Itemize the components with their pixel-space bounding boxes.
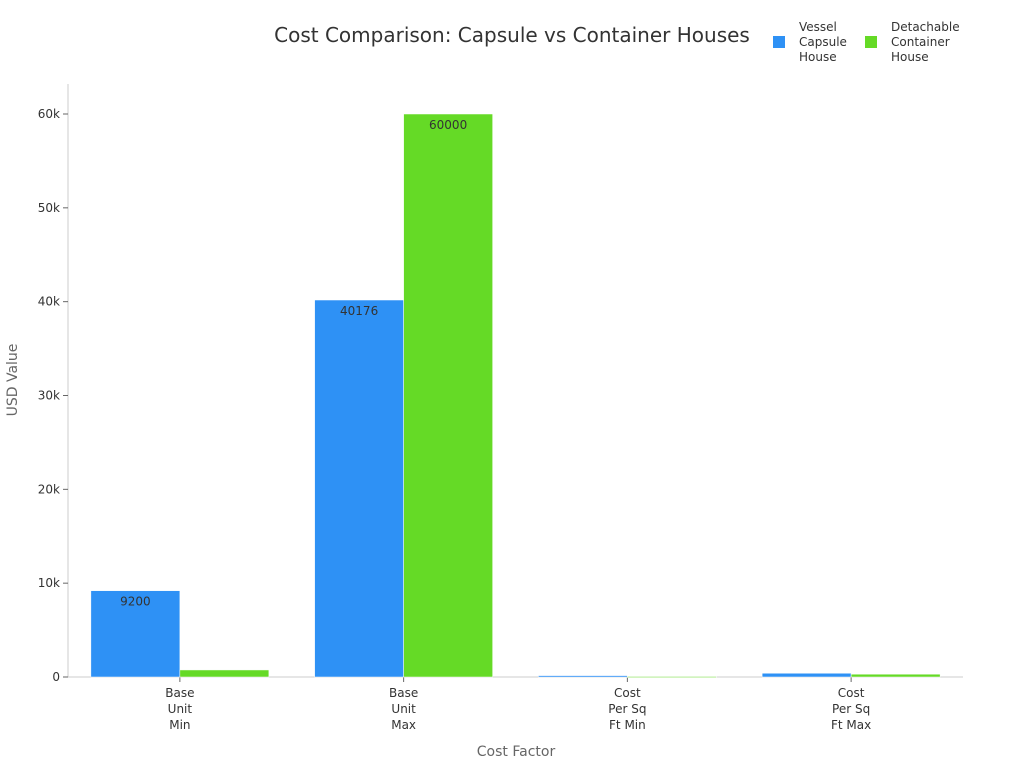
legend-label: Container bbox=[891, 35, 950, 49]
data-label: 60000 bbox=[429, 118, 467, 132]
bar-capsule bbox=[761, 672, 852, 678]
bar-container bbox=[179, 669, 270, 678]
legend-label: House bbox=[891, 50, 929, 64]
legend-label: Capsule bbox=[799, 35, 847, 49]
x-tick-label: Max bbox=[391, 718, 416, 732]
bar-container bbox=[403, 113, 493, 678]
x-tick-label: Per Sq bbox=[608, 702, 646, 716]
chart-title: Cost Comparison: Capsule vs Container Ho… bbox=[274, 23, 750, 47]
y-tick-label: 40k bbox=[38, 295, 60, 309]
x-tick-label: Per Sq bbox=[832, 702, 870, 716]
y-tick-label: 20k bbox=[38, 482, 60, 496]
y-tick-label: 60k bbox=[38, 107, 60, 121]
y-tick-label: 50k bbox=[38, 201, 60, 215]
bar-container bbox=[627, 676, 717, 678]
y-tick-label: 10k bbox=[38, 576, 60, 590]
y-axis-label: USD Value bbox=[5, 344, 21, 417]
legend-label: House bbox=[799, 50, 837, 64]
x-tick-label: Ft Max bbox=[831, 718, 871, 732]
x-tick-label: Unit bbox=[168, 702, 193, 716]
x-tick-label: Min bbox=[169, 718, 190, 732]
x-tick-label: Cost bbox=[838, 686, 865, 700]
bar-capsule bbox=[314, 299, 404, 678]
x-tick-label: Base bbox=[165, 686, 194, 700]
x-axis-label: Cost Factor bbox=[477, 744, 556, 760]
bar-container bbox=[850, 673, 941, 678]
y-tick-label: 0 bbox=[52, 670, 60, 684]
legend-label: Detachable bbox=[891, 20, 960, 34]
legend-swatch bbox=[773, 36, 785, 48]
legend-swatch bbox=[865, 36, 877, 48]
y-tick-label: 30k bbox=[38, 389, 60, 403]
bar-capsule bbox=[538, 675, 628, 678]
x-tick-label: Base bbox=[389, 686, 418, 700]
bar-capsule bbox=[90, 590, 181, 678]
data-label: 9200 bbox=[120, 595, 151, 609]
x-tick-label: Ft Min bbox=[609, 718, 646, 732]
x-tick-label: Cost bbox=[614, 686, 641, 700]
x-tick-label: Unit bbox=[391, 702, 416, 716]
data-label: 40176 bbox=[340, 304, 378, 318]
legend-label: Vessel bbox=[799, 20, 837, 34]
